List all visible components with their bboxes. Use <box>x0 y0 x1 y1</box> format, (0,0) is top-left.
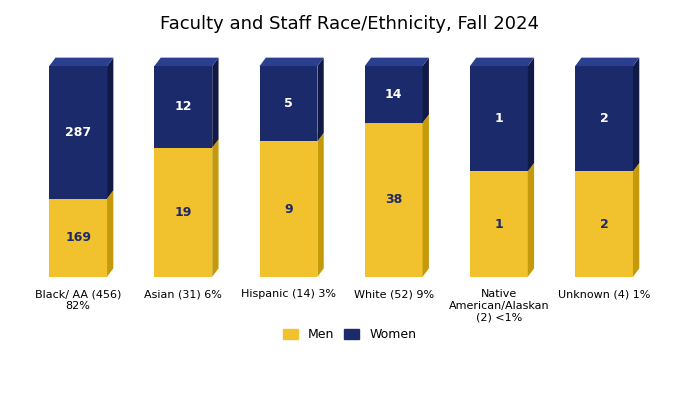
Polygon shape <box>259 66 317 141</box>
Polygon shape <box>317 133 324 277</box>
Legend: Men, Women: Men, Women <box>278 323 421 346</box>
Polygon shape <box>575 163 640 171</box>
Polygon shape <box>575 58 640 66</box>
Polygon shape <box>470 66 528 171</box>
Polygon shape <box>528 163 534 277</box>
Polygon shape <box>575 171 633 277</box>
Polygon shape <box>154 147 212 277</box>
Polygon shape <box>107 190 113 277</box>
Polygon shape <box>575 66 633 171</box>
Polygon shape <box>633 58 640 171</box>
Text: 169: 169 <box>65 231 91 244</box>
Text: 1: 1 <box>494 112 503 125</box>
Text: 5: 5 <box>284 97 293 110</box>
Polygon shape <box>107 58 113 199</box>
Polygon shape <box>528 58 534 171</box>
Text: 2: 2 <box>600 218 608 231</box>
Polygon shape <box>470 58 534 66</box>
Polygon shape <box>365 66 423 123</box>
Text: 1: 1 <box>494 218 503 231</box>
Polygon shape <box>423 58 429 123</box>
Polygon shape <box>317 58 324 141</box>
Text: 38: 38 <box>385 193 403 206</box>
Polygon shape <box>49 190 113 199</box>
Polygon shape <box>423 114 429 277</box>
Text: 2: 2 <box>600 112 608 125</box>
Polygon shape <box>633 163 640 277</box>
Text: 287: 287 <box>65 126 91 139</box>
Polygon shape <box>365 123 423 277</box>
Text: 19: 19 <box>175 206 192 219</box>
Text: 14: 14 <box>385 88 403 101</box>
Polygon shape <box>470 163 534 171</box>
Text: 9: 9 <box>284 203 293 216</box>
Polygon shape <box>365 58 429 66</box>
Polygon shape <box>365 114 429 123</box>
Polygon shape <box>49 66 107 199</box>
Polygon shape <box>259 133 324 141</box>
Polygon shape <box>154 58 219 66</box>
Polygon shape <box>470 171 528 277</box>
Title: Faculty and Staff Race/Ethnicity, Fall 2024: Faculty and Staff Race/Ethnicity, Fall 2… <box>160 15 539 33</box>
Polygon shape <box>154 139 219 147</box>
Polygon shape <box>259 141 317 277</box>
Polygon shape <box>212 139 219 277</box>
Polygon shape <box>154 66 212 147</box>
Polygon shape <box>212 58 219 147</box>
Text: 12: 12 <box>175 100 192 113</box>
Polygon shape <box>259 58 324 66</box>
Polygon shape <box>49 199 107 277</box>
Polygon shape <box>49 58 113 66</box>
